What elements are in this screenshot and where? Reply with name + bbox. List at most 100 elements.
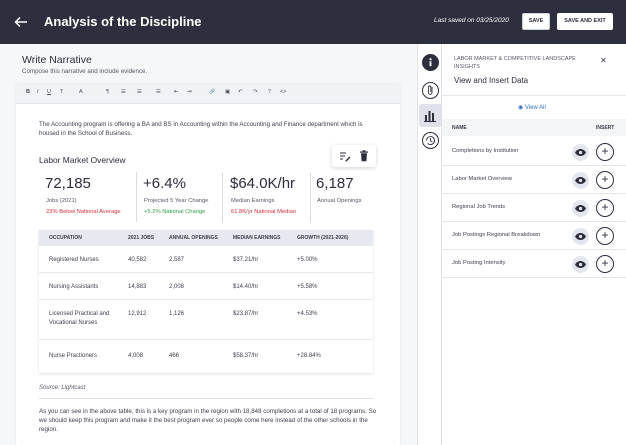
history-icon[interactable] <box>422 132 439 149</box>
table-cell: $23.87/hr <box>233 311 259 317</box>
outdent-button[interactable]: ⇤ <box>174 89 179 95</box>
table-header-cell: GROWTH (2021-2026) <box>297 235 349 241</box>
insert-plus-icon[interactable]: + <box>596 255 614 273</box>
text-style-button[interactable]: T <box>60 89 64 95</box>
metric-jobs-value: 72,185 <box>45 175 91 192</box>
info-icon[interactable] <box>422 54 439 71</box>
insights-panel: LABOR MARKET & COMPETITIVE LANDSCAPE INS… <box>442 44 626 445</box>
table-header-cell: OCCUPATION <box>49 235 82 241</box>
metric-change-label: Projected 5 Year Change <box>144 198 209 204</box>
metric-earnings-note: 61.8K/yr National Median <box>231 209 297 215</box>
table-header-cell: ANNUAL OPENINGS <box>169 235 218 241</box>
eye-icon[interactable] <box>572 256 589 273</box>
metric-openings-value: 6,187 <box>316 175 354 192</box>
table-header-cell: 2021 JOBS <box>128 235 155 241</box>
table-row: Nursing Assistants 14,883 2,008 $14.40/h… <box>39 273 373 300</box>
image-button[interactable]: ▣ <box>225 89 231 95</box>
view-all-label: View All <box>524 105 546 111</box>
list-item: Regional Job Trends + <box>442 194 626 222</box>
close-icon[interactable]: ✕ <box>600 56 607 65</box>
metric-divider <box>310 172 311 222</box>
last-saved-text: Last saved on 03/25/2020 <box>434 17 509 24</box>
table-header: OCCUPATION 2021 JOBS ANNUAL OPENINGS MED… <box>39 230 373 246</box>
table-row: Registered Nurses 40,582 2,587 $37.21/hr… <box>39 246 373 273</box>
narrative-subheading: Compose this narrative and include evide… <box>22 68 148 75</box>
metric-change-value: +6.4% <box>143 175 186 192</box>
table-cell: 14,883 <box>128 284 147 290</box>
bold-button[interactable]: B <box>26 89 30 95</box>
eye-icon[interactable] <box>572 172 589 189</box>
bullet-list-button[interactable]: ☰ <box>137 89 142 95</box>
insert-plus-icon[interactable]: + <box>596 199 614 217</box>
panel-kicker: LABOR MARKET & COMPETITIVE LANDSCAPE INS… <box>454 56 576 70</box>
table-cell: 12,912 <box>128 311 147 317</box>
back-arrow-icon[interactable] <box>14 12 32 32</box>
document-editor[interactable]: B I U T A ¶ ☰ ☰ ☰ ⇤ ⇥ 🔗 ▣ ↶ ↷ ? <> The A… <box>16 84 400 445</box>
table-cell: +5.58% <box>297 284 318 290</box>
chart-icon[interactable] <box>419 104 442 127</box>
metric-jobs-note: 23% Below National Average <box>46 209 121 215</box>
metric-jobs-label: Jobs (2021) <box>46 198 77 204</box>
table-cell: $14.40/hr <box>233 284 259 290</box>
underline-button[interactable]: U <box>47 89 51 95</box>
code-button[interactable]: <> <box>280 89 287 95</box>
formatting-toolbar: B I U T A ¶ ☰ ☰ ☰ ⇤ ⇥ 🔗 ▣ ↶ ↷ ? <> <box>16 84 400 104</box>
table-cell: $37.21/hr <box>233 257 259 263</box>
insert-plus-icon[interactable]: + <box>596 227 614 245</box>
trash-icon[interactable] <box>359 150 369 162</box>
paragraph-button[interactable]: ¶ <box>106 89 109 95</box>
table-cell: Nursing Assistants <box>49 284 99 290</box>
link-button[interactable]: 🔗 <box>209 89 216 95</box>
panel-header-name: NAME <box>452 125 467 131</box>
list-item-label: Job Posting Intensity <box>452 260 506 266</box>
eye-icon[interactable] <box>572 228 589 245</box>
table-cell: +5.00% <box>297 257 318 263</box>
undo-button[interactable]: ↶ <box>238 89 243 95</box>
numbered-list-button[interactable]: ☰ <box>156 89 161 95</box>
table-cell: 2,008 <box>169 284 185 290</box>
help-button[interactable]: ? <box>268 89 272 95</box>
table-row: Licensed Practical and Vocational Nurses… <box>39 300 373 340</box>
panel-table-header: NAME INSERT <box>442 119 626 136</box>
table-cell: 1,126 <box>169 311 185 317</box>
metric-divider <box>222 172 223 222</box>
font-color-button[interactable]: A <box>79 89 83 95</box>
list-item-label: Job Postings Regional Breakdown <box>452 232 541 238</box>
insert-plus-icon[interactable]: + <box>596 171 614 189</box>
italic-button[interactable]: I <box>37 89 39 95</box>
indent-button[interactable]: ⇥ <box>187 89 192 95</box>
panel-title: View and Insert Data <box>454 76 529 85</box>
redo-button[interactable]: ↷ <box>253 89 258 95</box>
block-actions <box>332 145 376 167</box>
edit-list-icon[interactable] <box>339 150 351 162</box>
table-cell: 2,587 <box>169 257 185 263</box>
table-cell: $58.37/hr <box>233 353 259 359</box>
table-cell: Vocational Nurses <box>49 320 98 326</box>
table-cell: 466 <box>169 353 180 359</box>
align-button[interactable]: ☰ <box>121 89 126 95</box>
table-cell: Registered Nurses <box>49 257 99 263</box>
intro-paragraph: The Accounting program is offering a BA … <box>39 121 363 137</box>
save-and-exit-button[interactable]: SAVE AND EXIT <box>557 13 613 30</box>
eye-icon[interactable] <box>572 144 589 161</box>
table-header-cell: MEDIAN EARNINGS <box>233 235 281 241</box>
table-cell: +4.53% <box>297 311 318 317</box>
table-cell: Licensed Practical and <box>49 311 110 317</box>
table-cell: Nurse Practioners <box>49 353 98 359</box>
divider <box>39 398 373 399</box>
save-button[interactable]: SAVE <box>522 13 550 30</box>
editor-area: Write Narrative Compose this narrative a… <box>0 44 417 445</box>
table-cell: 40,582 <box>128 257 147 263</box>
icon-rail <box>417 44 442 445</box>
view-all-link[interactable]: ◉ View All <box>518 104 546 111</box>
metric-divider <box>136 172 137 222</box>
section-title: Labor Market Overview <box>39 155 126 165</box>
insert-plus-icon[interactable]: + <box>596 143 614 161</box>
outro-paragraph: As you can see in the above table, this … <box>39 408 377 433</box>
narrative-heading: Write Narrative <box>22 54 92 66</box>
attachment-icon[interactable] <box>422 82 439 99</box>
eye-icon[interactable] <box>572 200 589 217</box>
list-item: Job Posting Intensity + <box>442 250 626 278</box>
table-row: Nurse Practioners 4,008 466 $58.37/hr +2… <box>39 340 373 373</box>
panel-header-insert: INSERT <box>596 125 615 131</box>
